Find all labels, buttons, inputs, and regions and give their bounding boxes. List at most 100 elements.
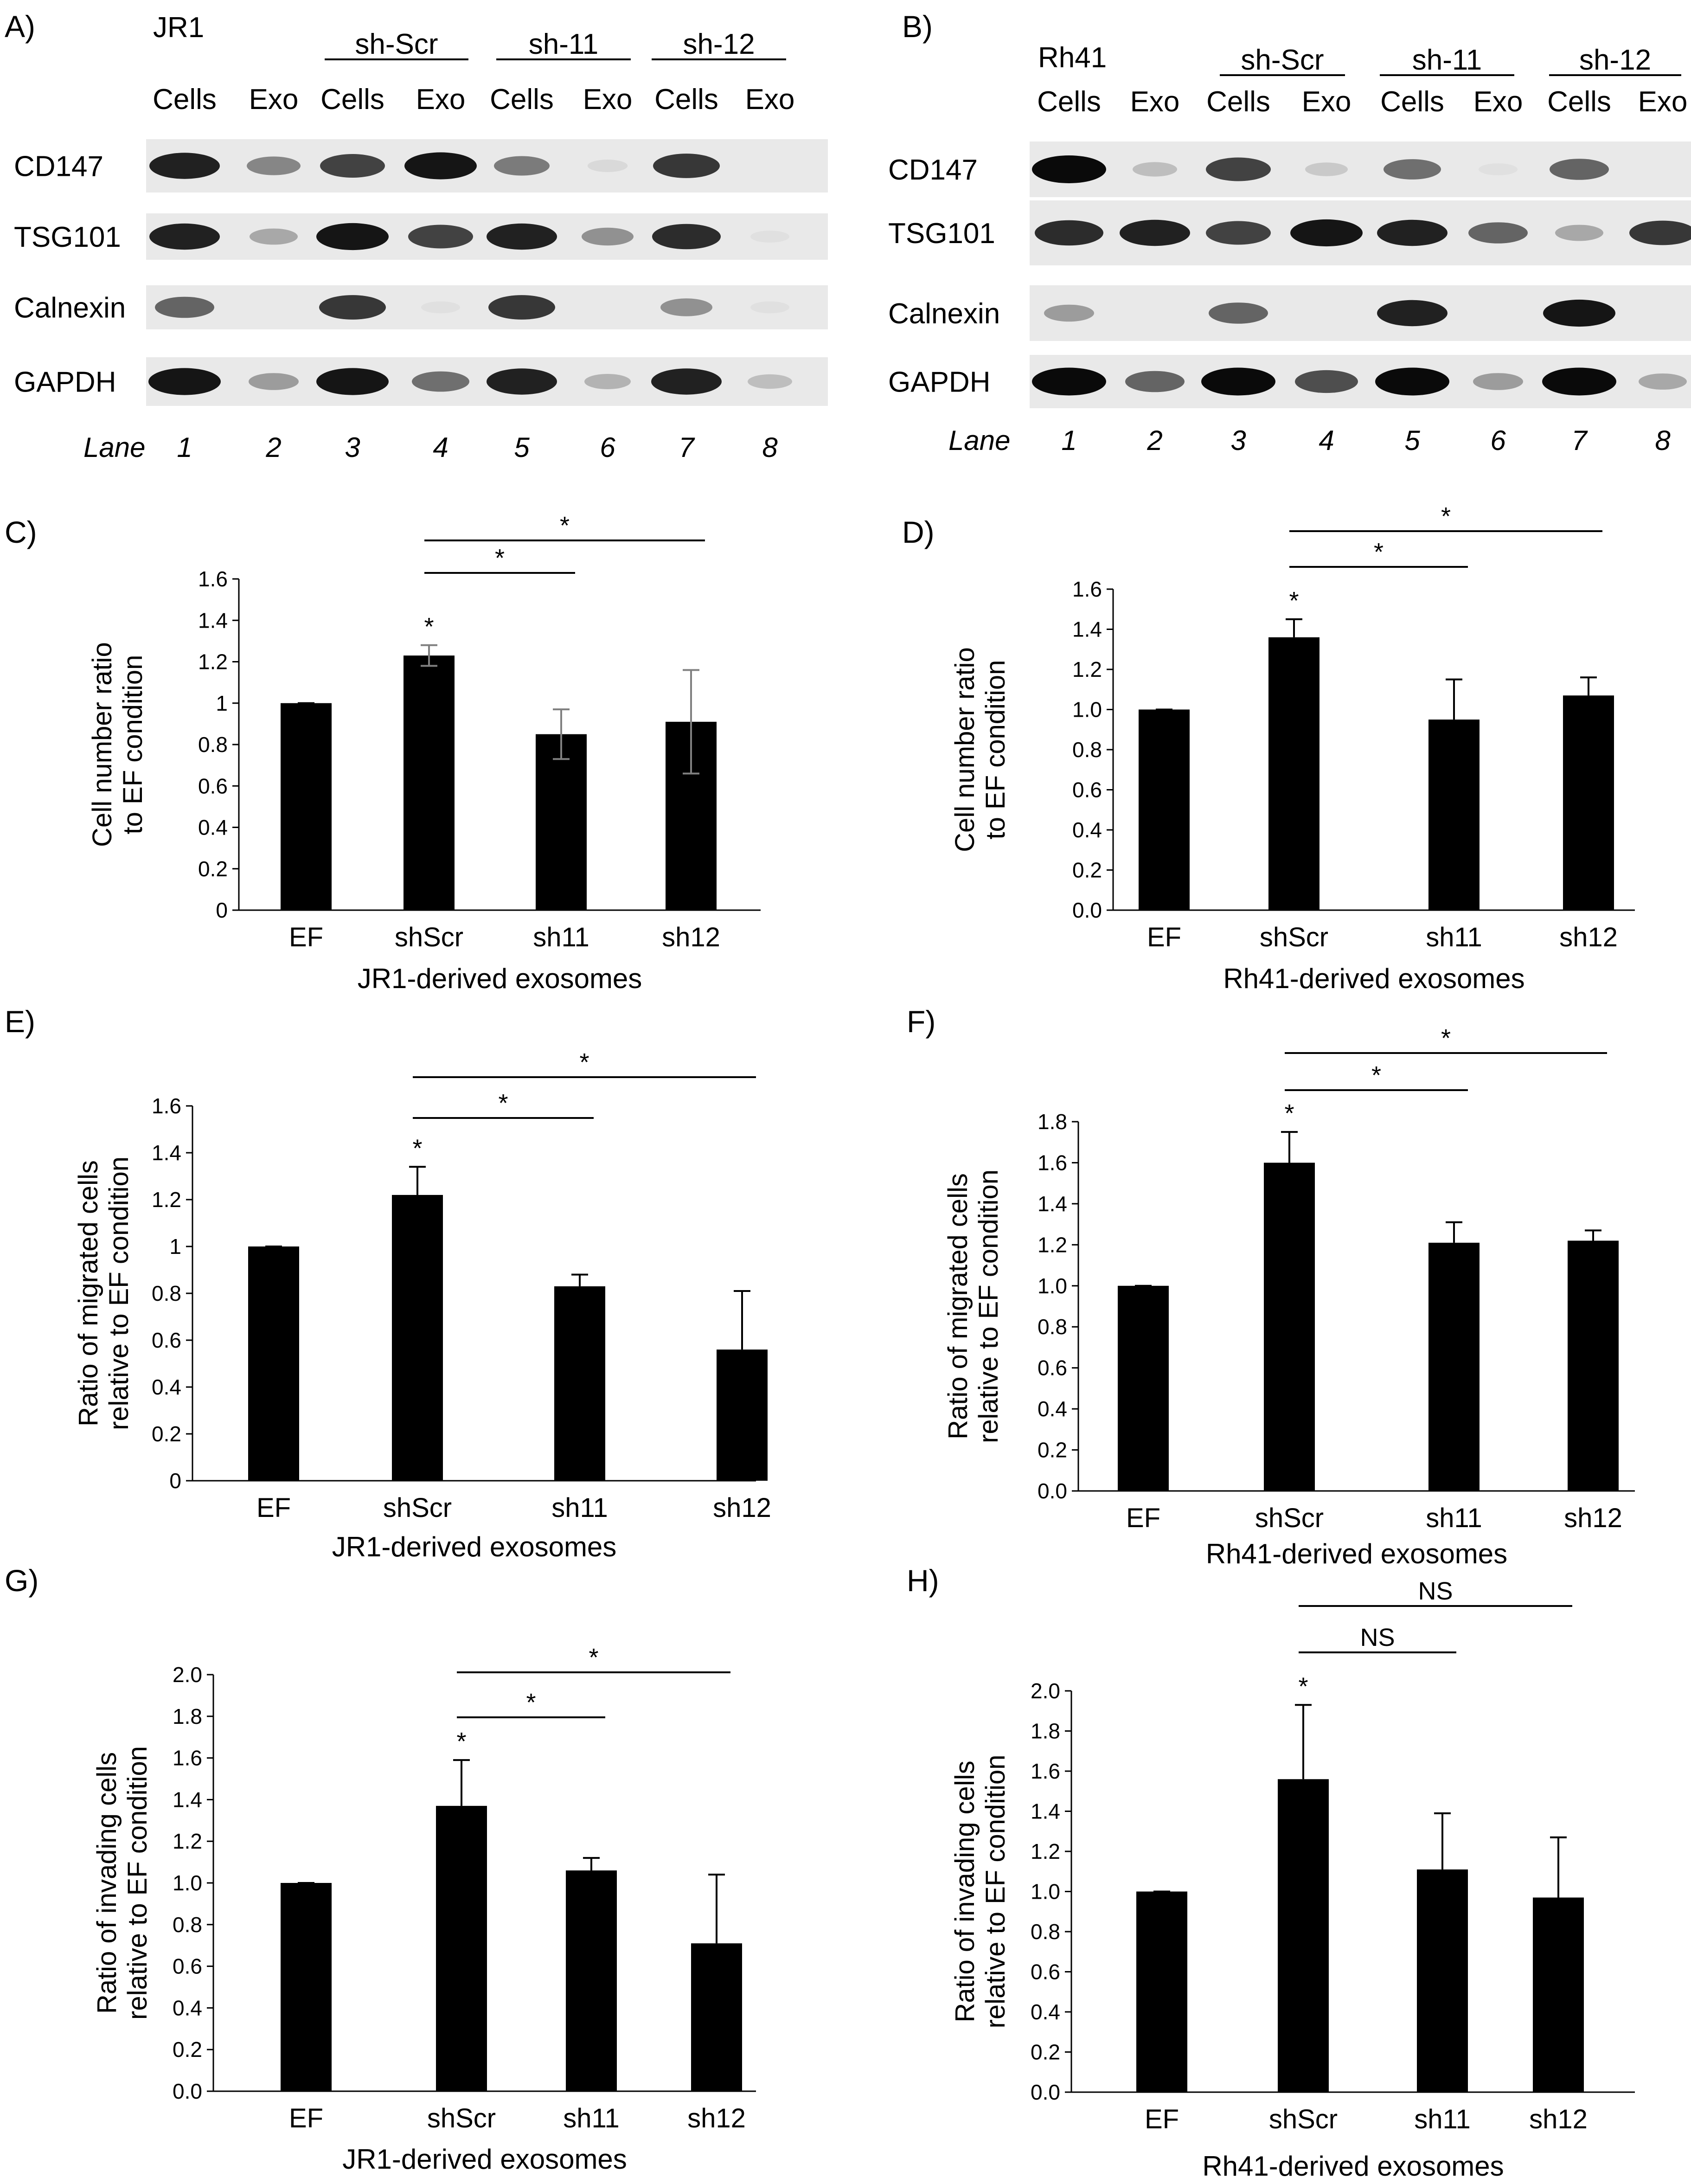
y-tick-label: 0.4 — [1038, 1397, 1067, 1421]
blot-band — [1542, 367, 1616, 396]
y-axis-label-line: Cell number ratio — [87, 642, 117, 847]
comparison-label: * — [579, 1048, 589, 1076]
y-tick-label: 0.8 — [1038, 1315, 1067, 1339]
y-tick-label: 0.4 — [1072, 818, 1102, 842]
y-tick-label: 1.4 — [173, 1787, 202, 1811]
bar-shScr — [436, 1805, 487, 2091]
y-tick-label: 0.6 — [1072, 778, 1102, 802]
bar-chart-d: D) 0.0 0.2 0.4 0.6 0.8 1.0 1.2 1.4 1.6 EF * shScr sh1… — [902, 502, 1635, 994]
lane-number: 3 — [345, 432, 360, 463]
x-tick-label: sh11 — [1426, 922, 1482, 952]
group-label: sh-12 — [1579, 44, 1651, 76]
y-tick-label: 1.6 — [173, 1746, 202, 1770]
lane-number: 5 — [514, 432, 530, 463]
bar-sh12 — [1563, 695, 1614, 910]
blot-row-label: Calnexin — [14, 292, 126, 324]
y-tick-label: 1.6 — [198, 567, 228, 591]
lane-number: 2 — [1147, 425, 1162, 456]
y-tick-label: 1.8 — [1031, 1719, 1060, 1743]
x-tick-label: sh12 — [662, 922, 720, 952]
x-tick-label: sh12 — [1564, 1503, 1622, 1533]
blot-band — [487, 368, 557, 395]
bar-chart-c: C) 0 0.2 0.4 0.6 0.8 1 1.2 1.4 1.6 EF * shScr sh11 sh1… — [5, 512, 761, 994]
bar-EF — [1136, 1891, 1187, 2092]
blot-band — [750, 231, 789, 243]
blot-row-label: GAPDH — [14, 366, 116, 398]
blot-band — [1550, 159, 1609, 180]
lane-type-label: Exo — [416, 84, 466, 116]
y-tick-label: 0.4 — [198, 816, 228, 840]
lane-number: 2 — [265, 432, 281, 463]
blot-band — [1044, 304, 1094, 322]
blot-band — [412, 371, 469, 392]
y-tick-label: 1.6 — [152, 1094, 181, 1118]
blot-row-label: GAPDH — [888, 366, 990, 398]
lane-type-label: Cells — [1206, 86, 1270, 118]
lane-type-label: Cells — [490, 84, 554, 116]
y-tick-label: 0.0 — [1072, 898, 1102, 922]
comparison-label: * — [1441, 502, 1451, 530]
significance-mark: * — [456, 1728, 466, 1755]
x-axis-label: JR1-derived exosomes — [358, 963, 642, 994]
lane-type-label: Exo — [1302, 86, 1352, 118]
bar-sh12 — [1533, 1897, 1584, 2092]
x-tick-label: shScr — [383, 1493, 452, 1523]
blot-band — [1120, 219, 1190, 246]
y-tick-label: 1.0 — [1031, 1880, 1060, 1904]
y-tick-label: 1.4 — [1038, 1192, 1067, 1216]
blot-band — [1032, 155, 1106, 183]
significance-mark: * — [1298, 1672, 1308, 1700]
x-tick-label: EF — [1126, 1503, 1160, 1533]
bar-sh12 — [1568, 1240, 1619, 1491]
y-tick-label: 1.4 — [1031, 1799, 1060, 1824]
y-tick-label: 1.0 — [173, 1871, 202, 1895]
y-tick-label: 0.8 — [173, 1913, 202, 1937]
significance-mark: * — [424, 613, 434, 641]
lane-type-label: Exo — [1638, 86, 1688, 118]
panel-label: B) — [902, 9, 933, 44]
y-tick-label: 0.8 — [198, 732, 228, 757]
lane-word: Lane — [948, 425, 1010, 456]
lane-type-label: Exo — [583, 84, 633, 116]
x-tick-label: EF — [1147, 922, 1181, 952]
bar-EF — [1118, 1285, 1169, 1491]
y-tick-label: 1.0 — [1038, 1274, 1067, 1298]
y-tick-label: 0.2 — [152, 1422, 181, 1446]
blot-band — [1384, 159, 1441, 180]
lane-word: Lane — [83, 432, 145, 463]
panel-label: C) — [5, 515, 37, 549]
bar-sh11 — [554, 1286, 605, 1481]
lane-number: 3 — [1230, 425, 1246, 456]
y-tick-label: 0.0 — [1031, 2080, 1060, 2104]
y-tick-label: 1.4 — [198, 608, 228, 632]
x-axis-label: Rh41-derived exosomes — [1223, 963, 1524, 994]
significance-mark: * — [1284, 1099, 1294, 1127]
blot-band — [1555, 225, 1603, 241]
blot-row-label: Calnexin — [888, 298, 1000, 330]
y-tick-label: 0.6 — [1031, 1960, 1060, 1984]
bar-sh11 — [1417, 1869, 1468, 2092]
y-tick-label: 0 — [216, 898, 228, 922]
panel-label: E) — [5, 1004, 35, 1039]
y-tick-label: 0.6 — [198, 774, 228, 798]
blot-band — [421, 301, 460, 314]
x-tick-label: sh11 — [1426, 1503, 1482, 1533]
blot-band — [1479, 163, 1518, 175]
y-axis-label: Ratio of migrated cellsrelative to EF co… — [943, 1169, 1004, 1443]
x-tick-label: shScr — [427, 2103, 496, 2133]
lane-number: 5 — [1404, 425, 1420, 456]
y-axis-label-line: Cell number ratio — [950, 647, 980, 852]
blot-band — [1639, 373, 1687, 390]
blot-row-label: CD147 — [14, 151, 103, 183]
y-axis-label-line: to EF condition — [980, 660, 1011, 840]
comparison-label: * — [526, 1689, 536, 1716]
y-tick-label: 0.0 — [173, 2079, 202, 2103]
bar-sh12 — [717, 1349, 768, 1481]
blot-band — [1290, 219, 1363, 247]
y-tick-label: 1.2 — [1038, 1233, 1067, 1257]
group-label: sh-Scr — [355, 28, 438, 60]
significance-mark: * — [1289, 587, 1299, 615]
y-axis-label-line: relative to EF condition — [980, 1755, 1011, 2029]
blot-band — [247, 156, 301, 175]
